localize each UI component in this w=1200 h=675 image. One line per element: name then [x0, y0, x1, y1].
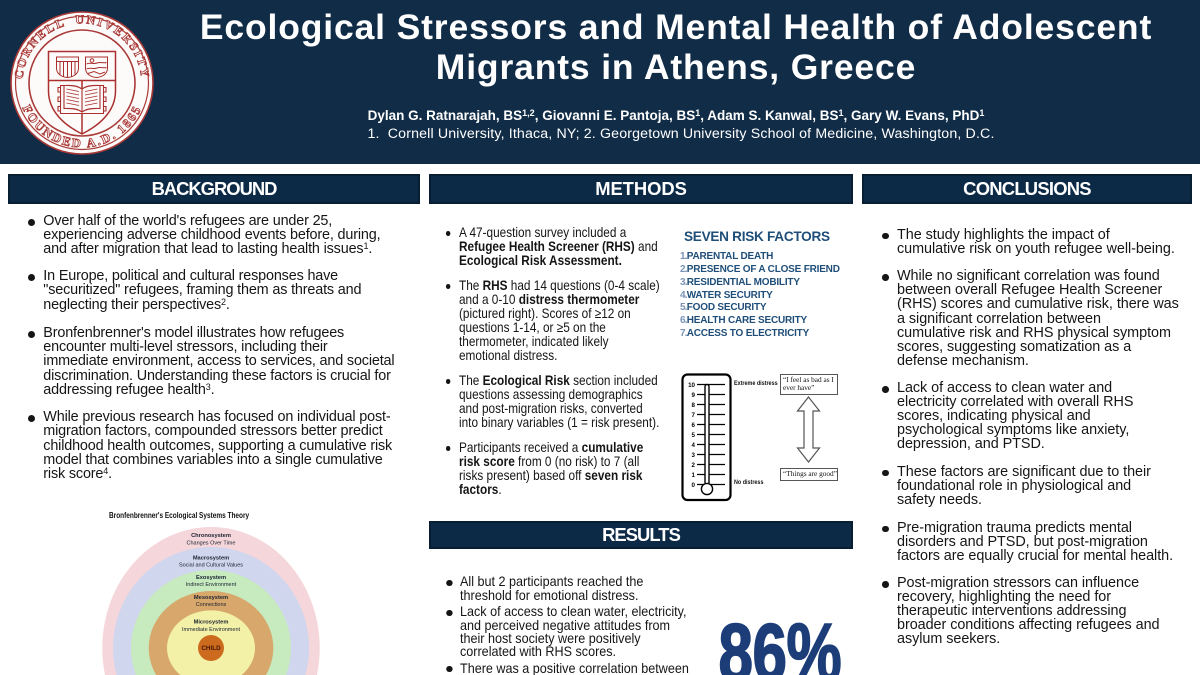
- svg-text:4: 4: [692, 442, 696, 449]
- svg-text:7: 7: [692, 412, 696, 419]
- svg-text:Changes Over Time: Changes Over Time: [187, 540, 236, 546]
- svg-text:Indirect Environment: Indirect Environment: [186, 582, 237, 588]
- svg-text:6: 6: [692, 422, 696, 429]
- svg-text:10: 10: [688, 382, 695, 389]
- svg-text:Macrosystem: Macrosystem: [193, 556, 229, 562]
- svg-text:CHILD: CHILD: [201, 645, 221, 652]
- svg-text:Chronosystem: Chronosystem: [191, 533, 231, 539]
- svg-text:Connections: Connections: [196, 602, 227, 608]
- svg-text:Social and Cultural Values: Social and Cultural Values: [179, 563, 243, 569]
- svg-text:Exosystem: Exosystem: [196, 575, 226, 581]
- svg-text:2: 2: [692, 462, 696, 469]
- svg-text:3: 3: [692, 452, 696, 459]
- svg-text:Mesosystem: Mesosystem: [194, 595, 228, 601]
- svg-text:1: 1: [692, 472, 696, 479]
- svg-text:9: 9: [692, 392, 696, 399]
- svg-text:8: 8: [692, 402, 696, 409]
- svg-text:Immediate Environment: Immediate Environment: [182, 627, 241, 633]
- svg-text:5: 5: [692, 432, 696, 439]
- svg-text:0: 0: [692, 482, 696, 489]
- svg-text:Microsystem: Microsystem: [194, 620, 229, 626]
